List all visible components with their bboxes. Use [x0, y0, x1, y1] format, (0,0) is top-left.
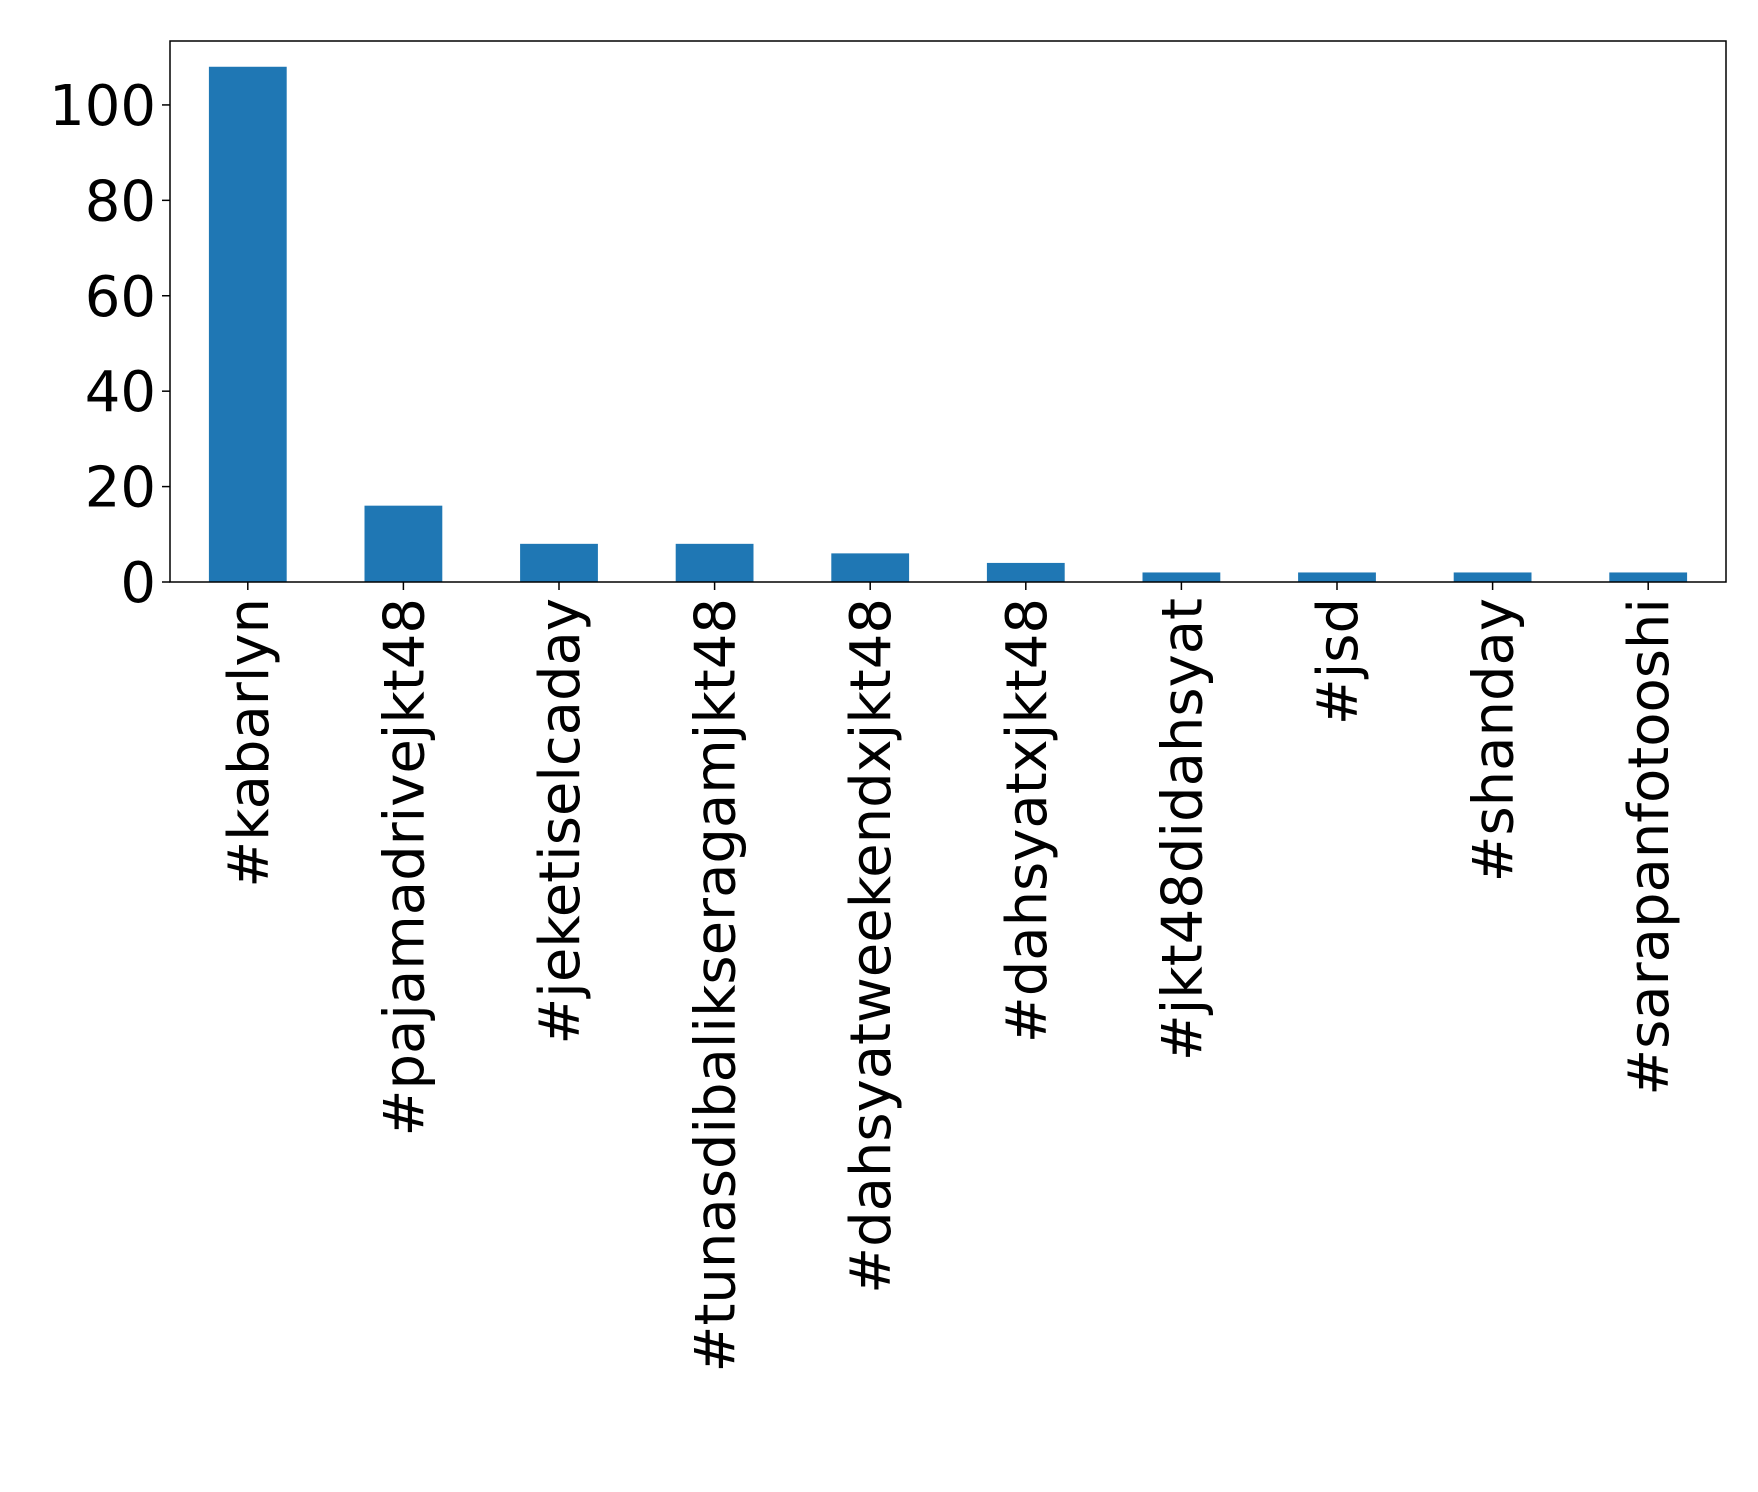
x-axis-ticks: #kabarlyn #pajamadrivejkt48 #jeketiselcada… [217, 582, 1682, 1372]
bar-jeketiselcaday [520, 543, 598, 582]
x-tick-label: #pajamadrivejkt48 [372, 598, 437, 1136]
y-tick-label: 60 [85, 265, 156, 330]
bar-shanday [1453, 572, 1532, 582]
x-tick-label: #sarapanfotooshi [1617, 598, 1682, 1096]
x-tick-label: #shanday [1462, 598, 1527, 882]
x-tick-label: #jeketiselcaday [528, 598, 593, 1045]
x-tick-label: #tunasdibalikseragamjkt48 [684, 598, 749, 1372]
bar-pajamadrivejkt48 [364, 505, 443, 582]
bars-group [208, 66, 1688, 582]
y-tick-label: 40 [85, 360, 156, 425]
y-tick-label: 0 [120, 551, 156, 616]
bar-jsd [1298, 572, 1376, 582]
bar-dahsyatxjkt48 [986, 562, 1065, 582]
x-tick-label: #kabarlyn [217, 598, 282, 888]
bar-tunasdibalikseragamjkt48 [675, 543, 754, 582]
x-tick-label: #dahsyatweekendxjkt48 [839, 598, 904, 1294]
bar-jkt48didahsyat [1142, 572, 1221, 582]
y-tick-label: 20 [85, 456, 156, 521]
x-tick-label: #jkt48didahsyat [1150, 598, 1215, 1061]
y-tick-label: 80 [85, 169, 156, 234]
plot-area-frame [169, 40, 1727, 583]
x-tick-label: #jsd [1306, 598, 1371, 725]
x-tick-label: #dahsyatxjkt48 [995, 598, 1060, 1043]
y-axis-ticks: 0 20 40 60 80 100 [49, 74, 170, 616]
bar-kabarlyn [208, 66, 287, 582]
bar-dahsyatweekendxjkt48 [831, 553, 910, 582]
bar-sarapanfotooshi [1609, 572, 1688, 582]
y-tick-label: 100 [49, 74, 156, 139]
